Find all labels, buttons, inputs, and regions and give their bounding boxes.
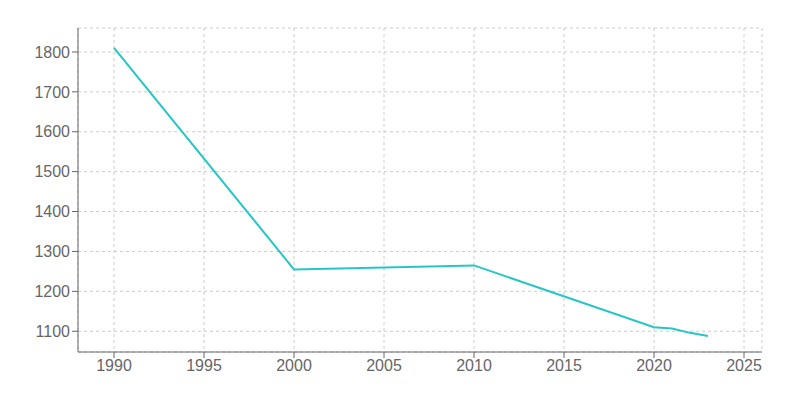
svg-text:1500: 1500: [34, 163, 70, 180]
svg-text:2015: 2015: [546, 357, 582, 374]
svg-text:1700: 1700: [34, 84, 70, 101]
svg-text:1800: 1800: [34, 44, 70, 61]
svg-text:1100: 1100: [36, 323, 71, 340]
svg-text:2010: 2010: [456, 357, 492, 374]
svg-text:2020: 2020: [636, 357, 672, 374]
svg-text:2005: 2005: [366, 357, 402, 374]
svg-text:1990: 1990: [96, 357, 132, 374]
svg-text:1200: 1200: [34, 283, 70, 300]
svg-text:1995: 1995: [186, 357, 222, 374]
svg-text:1600: 1600: [34, 123, 70, 140]
svg-text:1400: 1400: [34, 203, 70, 220]
svg-text:2000: 2000: [276, 357, 312, 374]
svg-text:1300: 1300: [34, 243, 70, 260]
svg-text:2025: 2025: [726, 357, 762, 374]
